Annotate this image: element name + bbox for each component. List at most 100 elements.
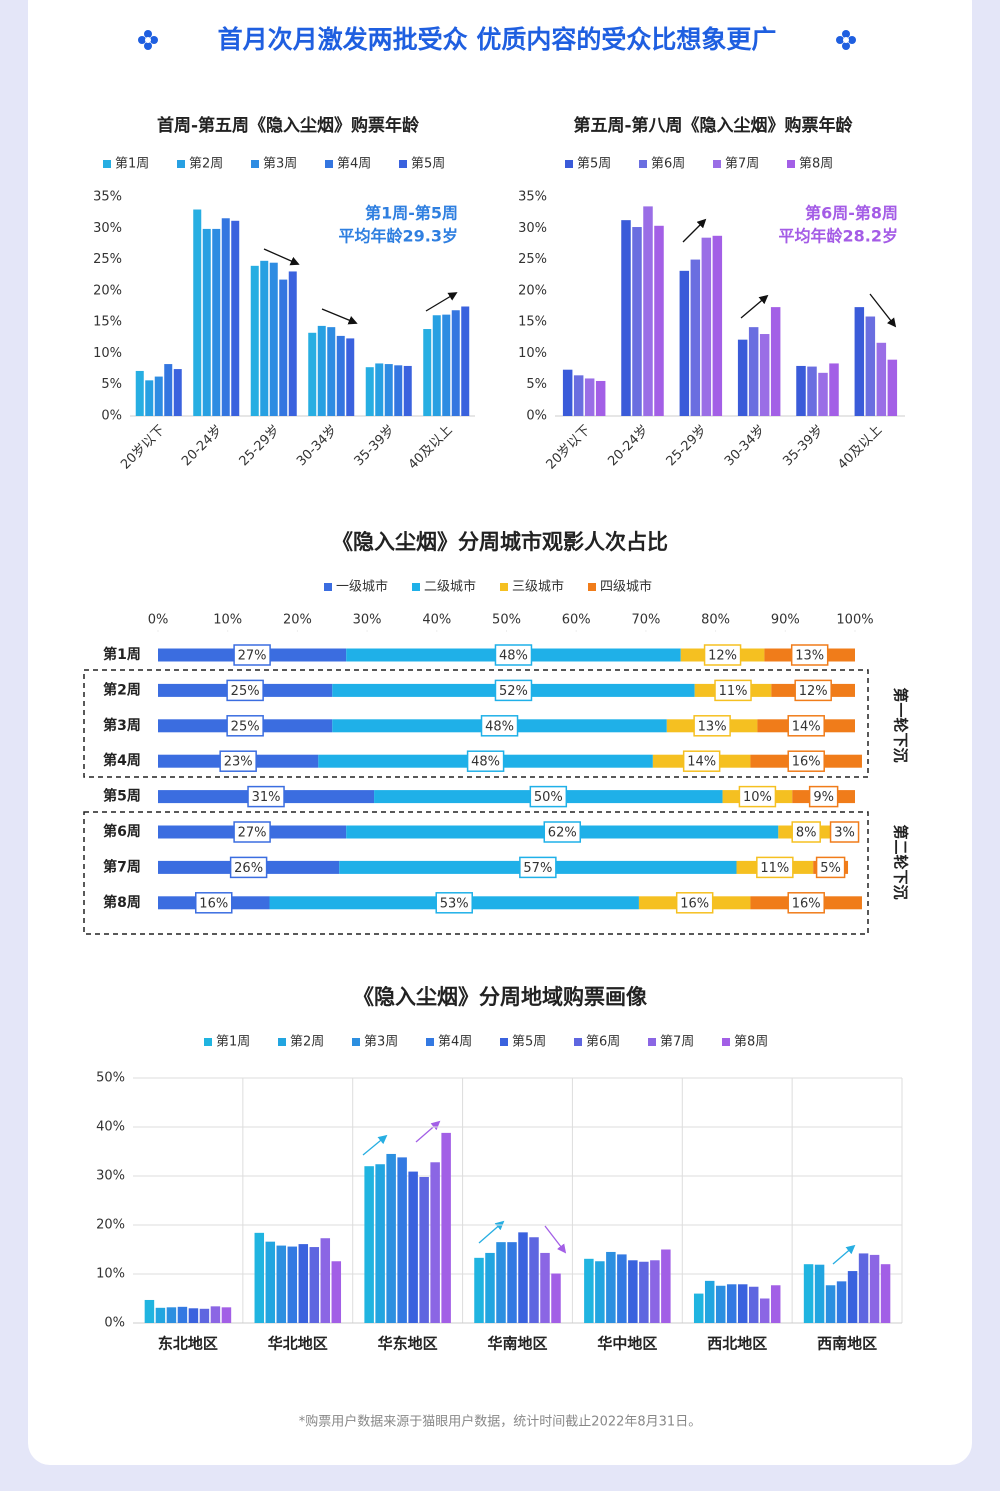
bar	[145, 380, 154, 416]
legend-label: 第8周	[799, 157, 833, 172]
x-tick-label: 90%	[771, 613, 800, 628]
data-label: 14%	[792, 719, 821, 734]
bar	[643, 206, 653, 416]
bar	[327, 327, 336, 416]
y-tick-label: 第8周	[103, 894, 141, 911]
data-label: 48%	[485, 719, 514, 734]
bar	[279, 279, 288, 416]
bar	[231, 220, 240, 416]
bar	[144, 1299, 155, 1323]
chart-title: 《隐入尘烟》分周城市观影人次占比	[332, 530, 668, 554]
bar	[430, 1162, 440, 1323]
bar	[865, 316, 876, 416]
legend-label: 第5周	[512, 1035, 546, 1050]
bar	[858, 1253, 869, 1323]
data-label: 16%	[680, 896, 709, 911]
bar	[737, 1284, 748, 1323]
bar	[825, 1285, 836, 1323]
data-label: 10%	[743, 790, 772, 805]
bar	[442, 314, 451, 416]
chart-title: 《隐入尘烟》分周地域购票画像	[353, 985, 648, 1009]
bar	[639, 1261, 649, 1323]
label-box	[693, 715, 731, 737]
y-tick-label: 15%	[93, 315, 122, 330]
data-label: 57%	[523, 861, 552, 876]
y-tick-label: 40%	[96, 1120, 125, 1135]
x-tick-label: 100%	[836, 613, 873, 628]
bar	[807, 366, 817, 416]
bar	[212, 228, 221, 416]
bar	[496, 1242, 506, 1323]
bracket-box	[83, 669, 869, 778]
x-tick-label: 0%	[148, 613, 169, 628]
y-tick-label: 第5周	[103, 788, 141, 805]
bar	[869, 1254, 880, 1323]
legend-swatch	[722, 1038, 730, 1046]
legend-label: 第4周	[438, 1035, 472, 1050]
label-box	[829, 821, 860, 843]
legend-swatch	[426, 1038, 434, 1046]
bar	[269, 262, 278, 416]
y-tick-label: 20%	[518, 283, 547, 298]
y-tick-label: 第2周	[103, 681, 141, 698]
bar	[726, 1284, 737, 1323]
label-box	[229, 856, 268, 879]
chart-title: 首周-第五周《隐入尘烟》购票年龄	[157, 115, 420, 136]
y-tick-label: 0%	[104, 1316, 125, 1331]
data-label: 50%	[534, 790, 563, 805]
bar	[210, 1306, 221, 1323]
bar	[584, 1258, 594, 1323]
bar	[423, 329, 432, 416]
bar	[621, 220, 631, 416]
legend-swatch	[713, 160, 721, 168]
bar	[573, 375, 584, 416]
y-tick-label: 5%	[101, 377, 122, 392]
bar	[595, 1261, 605, 1323]
y-tick-label: 30%	[518, 221, 547, 236]
bar	[317, 325, 326, 416]
y-tick-label: 第6周	[103, 823, 141, 840]
x-tick-label: 60%	[562, 613, 591, 628]
legend-label: 第2周	[189, 157, 223, 172]
x-tick-label: 华东地区	[378, 1335, 438, 1353]
legend-label: 第3周	[364, 1035, 398, 1050]
legend-swatch	[324, 583, 332, 591]
y-tick-label: 0%	[526, 409, 547, 424]
label-box	[703, 644, 742, 666]
bar	[199, 1308, 210, 1323]
bar	[166, 1307, 177, 1323]
bar	[770, 1285, 781, 1323]
legend-swatch	[412, 583, 420, 591]
label-box	[247, 785, 285, 808]
data-label: 12%	[708, 649, 737, 664]
flower-icon	[138, 30, 856, 50]
bar	[814, 1264, 825, 1323]
y-tick-label: 30%	[93, 221, 122, 236]
data-label: 8%	[796, 826, 817, 841]
label-box	[714, 679, 752, 702]
footnote: *购票用户数据来源于猫眼用户数据，统计时间截止2022年8月31日。	[299, 1414, 701, 1430]
bar	[507, 1242, 517, 1323]
legend-label: 第1周	[216, 1035, 250, 1050]
trend-arrows	[263, 218, 897, 328]
label-box	[233, 644, 271, 666]
bar	[540, 1252, 550, 1323]
y-tick-label: 20%	[93, 283, 122, 298]
bar	[364, 1166, 374, 1323]
bar	[250, 265, 259, 416]
y-tick-label: 第7周	[103, 858, 141, 875]
legend-swatch	[325, 160, 333, 168]
annotation: 第6周-第8周	[805, 204, 898, 223]
label-box	[226, 715, 264, 737]
label-box	[794, 679, 832, 702]
label-box	[233, 821, 271, 843]
label-box	[480, 715, 519, 737]
bar	[177, 1306, 188, 1323]
label-box	[543, 821, 582, 843]
bar	[336, 335, 345, 416]
bar	[818, 372, 828, 416]
data-label: 52%	[499, 684, 528, 699]
bracket-box	[83, 811, 869, 935]
legend-label: 第5周	[577, 157, 611, 172]
legend-label: 第8周	[734, 1035, 768, 1050]
